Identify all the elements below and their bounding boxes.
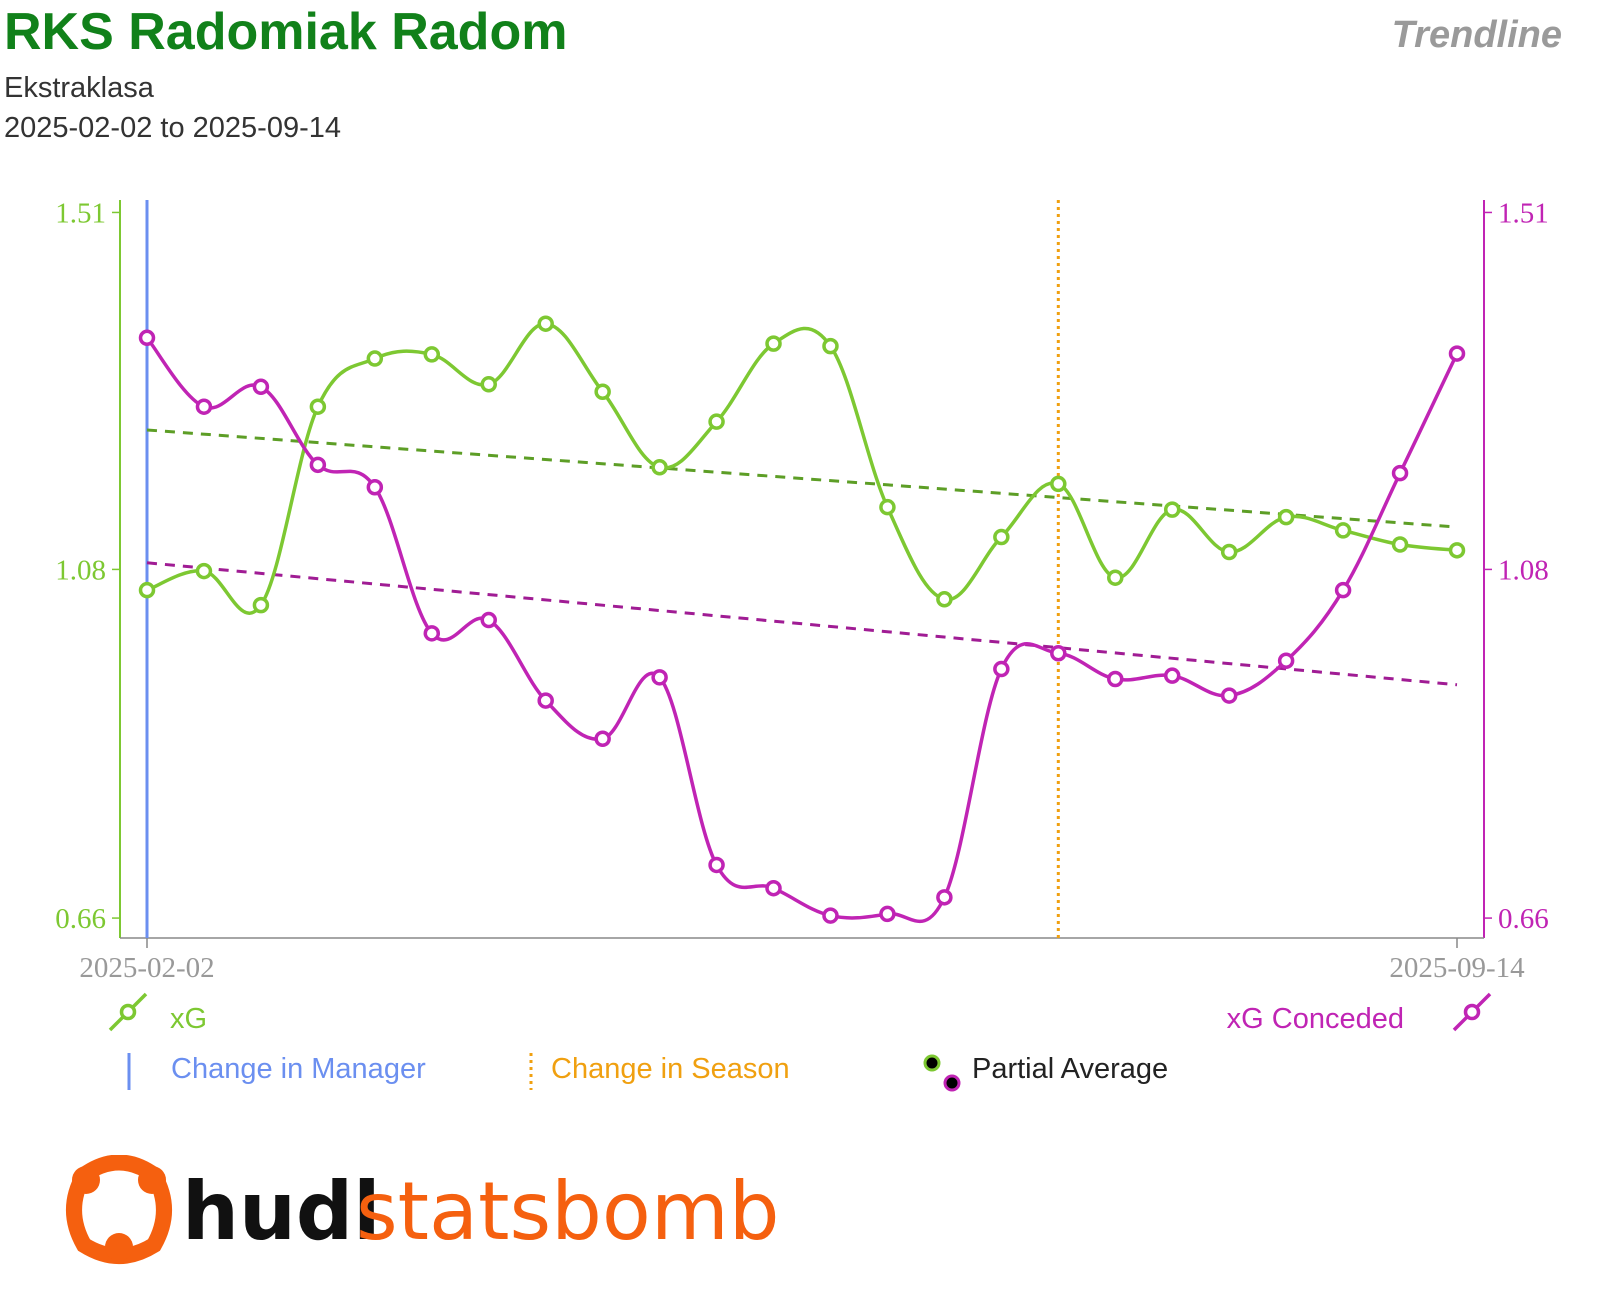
legend-partial-average-label: Partial Average: [972, 1053, 1169, 1085]
xg-conceded-data-point: [309, 456, 327, 474]
xg-data-point: [252, 596, 270, 614]
xg-conceded-data-point: [1277, 652, 1295, 669]
xg-data-point: [537, 315, 554, 332]
left-y-tick-label: 0.66: [55, 903, 106, 935]
trendline-chart: 0.66 0.66 1.08 1.08 1.51 1.51 2025-02-02 2025-0…: [55, 197, 1549, 1092]
xg-conceded-data-point: [708, 856, 725, 874]
xg-data-point: [651, 459, 668, 476]
xg-data-point: [480, 376, 497, 393]
xg-data-point: [822, 337, 839, 355]
xg-data-point: [993, 528, 1010, 546]
xg-conceded-data-point: [594, 730, 611, 748]
left-y-tick-label: 1.08: [55, 554, 106, 586]
xg-conceded-partial-average-line: [146, 561, 1458, 687]
xg-conceded-data-point: [1391, 464, 1409, 482]
xg-conceded-data-point: [822, 907, 839, 924]
xg-data-point: [594, 383, 611, 401]
xg-conceded-data-point: [252, 378, 270, 396]
legend-xg-conceded-marker-glyph: [1463, 1003, 1481, 1021]
xg-conceded-data-point: [1448, 345, 1466, 362]
right-y-tick-label: 0.66: [1498, 903, 1549, 935]
right-y-tick-label: 1.51: [1498, 197, 1549, 229]
xg-conceded-data-point: [1050, 645, 1067, 662]
xg-conceded-series-line: [145, 336, 1459, 924]
xg-conceded-data-point: [423, 625, 441, 642]
legend-xg-label: xG: [170, 1003, 208, 1035]
xg-data-point: [936, 591, 953, 608]
xg-data-point: [765, 335, 782, 352]
xg-data-point: [879, 498, 896, 516]
logo-text-hudl: hudl: [182, 1165, 381, 1258]
xg-conceded-data-point: [480, 611, 497, 629]
xg-data-point: [1391, 536, 1409, 553]
legend-xg-conceded-label: xG Conceded: [1226, 1003, 1404, 1035]
xg-conceded-data-point: [1220, 687, 1238, 704]
xg-conceded-data-point: [138, 329, 156, 347]
xg-conceded-data-point: [993, 660, 1010, 678]
legend-season-change-label: Change in Season: [551, 1053, 790, 1085]
page-title: RKS Radomiak Radom: [4, 3, 568, 61]
x-tick-label-start: 2025-02-02: [79, 952, 214, 984]
xg-conceded-data-point: [1163, 667, 1181, 684]
xg-conceded-data-point: [195, 398, 213, 415]
xg-data-point: [1220, 543, 1238, 561]
xg-data-point: [138, 581, 156, 599]
xg-data-point: [1334, 522, 1352, 539]
xg-data-point: [1107, 569, 1124, 586]
xg-data-point: [1050, 475, 1067, 493]
competition-label: Ekstraklasa: [4, 72, 154, 104]
xg-conceded-data-point: [366, 478, 384, 496]
xg-data-point: [309, 398, 327, 415]
legend-partial-average-conceded-glyph: [943, 1074, 961, 1092]
xg-conceded-data-point: [765, 879, 782, 897]
xg-conceded-data-point: [651, 669, 668, 686]
xg-data-point: [1448, 542, 1466, 559]
xg-series-line: [146, 321, 1458, 615]
left-y-tick-label: 1.51: [55, 197, 106, 229]
hudl-logo-icon: [66, 1155, 172, 1264]
trendline-brand-label: Trendline: [1391, 14, 1562, 56]
right-y-tick-label: 1.08: [1498, 554, 1549, 586]
logo-text-statsbomb: statsbomb: [356, 1165, 780, 1258]
xg-data-point: [423, 346, 441, 363]
xg-data-point: [195, 562, 213, 580]
xg-conceded-data-point: [936, 889, 953, 906]
legend-xg-marker-glyph: [119, 1003, 137, 1021]
xg-data-point: [366, 350, 384, 367]
xg-data-point: [1277, 508, 1295, 526]
xg-conceded-data-point: [1107, 670, 1124, 688]
date-range-label: 2025-02-02 to 2025-09-14: [4, 112, 341, 144]
x-tick-label-end: 2025-09-14: [1389, 952, 1525, 984]
xg-data-point: [1163, 501, 1181, 518]
xg-data-point: [708, 413, 725, 430]
xg-conceded-data-point: [879, 905, 896, 923]
xg-conceded-data-point: [537, 692, 554, 709]
legend-manager-change-label: Change in Manager: [171, 1053, 426, 1085]
xg-conceded-data-point: [1334, 581, 1352, 599]
xg-partial-average-line: [146, 428, 1458, 529]
legend-partial-average-xg-glyph: [923, 1054, 941, 1072]
